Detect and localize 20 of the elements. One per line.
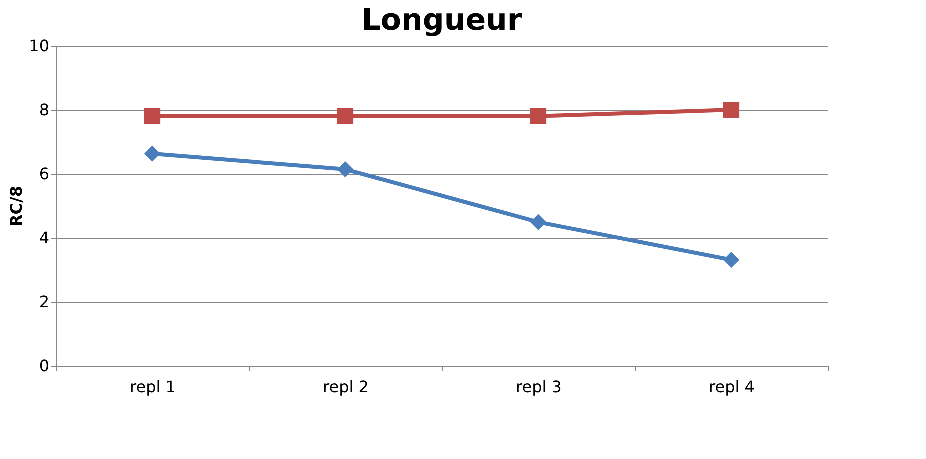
x-tick-label: repl 2 <box>323 378 369 396</box>
point <box>144 108 161 124</box>
y-tick-label: 4 <box>39 228 50 248</box>
y-tick-label: 10 <box>29 36 50 56</box>
chart-title: Longueur <box>362 3 522 38</box>
point <box>530 214 547 230</box>
point <box>144 146 161 162</box>
x-tick-label: repl 1 <box>130 378 176 396</box>
y-tick-label: 6 <box>39 164 50 184</box>
point <box>723 252 740 268</box>
point <box>723 102 740 118</box>
y-tick-label: 8 <box>39 100 50 120</box>
y-tick-label: 0 <box>39 356 50 376</box>
y-tick-label: 2 <box>39 292 50 312</box>
point <box>337 161 354 178</box>
x-tick-label: repl 3 <box>516 378 562 396</box>
y-axis-title: RC/8 <box>7 186 26 228</box>
point <box>530 108 547 124</box>
x-tick-label: repl 4 <box>709 378 755 396</box>
point <box>337 108 354 124</box>
